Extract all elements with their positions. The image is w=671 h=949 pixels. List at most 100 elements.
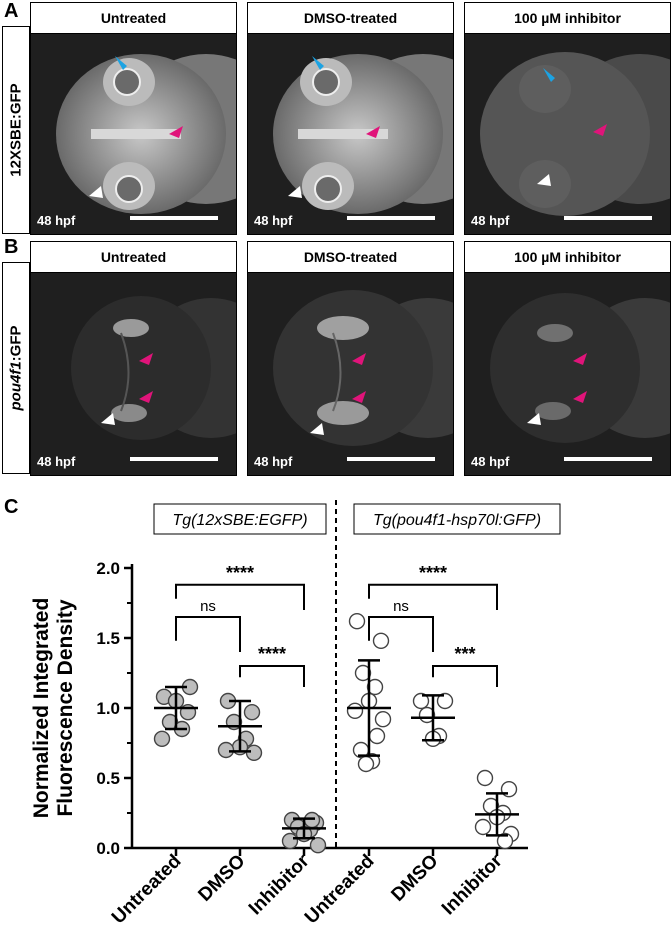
significance-label: **** xyxy=(258,644,286,664)
fluorescence-image: 48 hpf xyxy=(465,273,670,475)
data-point xyxy=(348,612,366,630)
stage-label: 48 hpf xyxy=(37,213,76,228)
white-arrowhead-icon xyxy=(537,174,551,186)
stage-label: 48 hpf xyxy=(471,454,510,469)
significance-bracket xyxy=(432,665,498,687)
data-point xyxy=(243,703,261,721)
data-point xyxy=(372,632,390,650)
white-arrowhead-icon xyxy=(527,413,541,425)
data-point xyxy=(303,811,321,829)
magenta-arrowhead-icon xyxy=(139,353,153,365)
data-point xyxy=(474,818,492,836)
scale-bar xyxy=(564,457,652,461)
stage-label: 48 hpf xyxy=(471,213,510,228)
fluorescence-image: 48 hpf xyxy=(248,34,453,234)
x-tick-label: Untreated xyxy=(301,851,379,929)
group-title: Tg(pou4f1-hsp70l:GFP) xyxy=(373,512,541,529)
scale-bar xyxy=(564,216,652,220)
white-arrowhead-icon xyxy=(310,423,324,435)
blue-arrowhead-icon xyxy=(543,68,555,82)
significance-label: **** xyxy=(419,563,447,583)
row-b-label-rest: :GFP xyxy=(7,325,25,362)
fluorescence-image: 48 hpf xyxy=(31,34,236,234)
data-point xyxy=(354,664,372,682)
white-arrowhead-icon xyxy=(101,413,115,425)
data-point xyxy=(281,832,299,850)
y-axis-label-line2: Fluorescence Density xyxy=(54,599,77,816)
panel-letter-a: A xyxy=(4,0,19,22)
panel-title: DMSO-treated xyxy=(248,3,453,34)
fluorescence-image: 48 hpf xyxy=(31,273,236,475)
scale-bar xyxy=(347,216,435,220)
blue-arrowhead-icon xyxy=(115,56,127,70)
y-tick-label: 1.5 xyxy=(96,629,120,648)
y-tick-label: 1.0 xyxy=(96,699,120,718)
white-arrowhead-icon xyxy=(89,186,103,198)
panel-a-untreated: Untreated 48 hpf xyxy=(30,2,237,235)
data-point xyxy=(374,710,392,728)
panel-b-inhibitor: 100 µM inhibitor 48 hpf xyxy=(464,241,671,476)
panel-b-untreated: Untreated 48 hpf xyxy=(30,241,237,476)
x-tick-label: Inhibitor xyxy=(438,850,507,919)
magenta-arrowhead-icon xyxy=(352,353,366,365)
panel-a-dmso: DMSO-treated 48 hpf xyxy=(247,2,454,235)
panel-b-dmso: DMSO-treated 48 hpf xyxy=(247,241,454,476)
stage-label: 48 hpf xyxy=(254,213,293,228)
data-point xyxy=(476,769,494,787)
stage-label: 48 hpf xyxy=(254,454,293,469)
data-point xyxy=(366,678,384,696)
stage-label: 48 hpf xyxy=(37,454,76,469)
data-point xyxy=(496,832,514,850)
significance-bracket xyxy=(239,665,305,687)
magenta-arrowhead-icon xyxy=(573,353,587,365)
significance-bracket xyxy=(175,583,305,610)
data-point xyxy=(357,755,375,773)
magenta-arrowhead-icon xyxy=(169,126,183,138)
panel-letter-c: C xyxy=(4,496,19,518)
row-a-label: 12XSBE:GFP xyxy=(7,83,25,177)
group-title: Tg(12xSBE:EGFP) xyxy=(172,512,307,529)
significance-label: ns xyxy=(393,598,409,615)
data-point xyxy=(217,741,235,759)
significance-bracket xyxy=(368,616,434,652)
magenta-arrowhead-icon xyxy=(139,391,153,403)
panel-title: 100 µM inhibitor xyxy=(465,242,670,273)
magenta-arrowhead-icon xyxy=(573,391,587,403)
panel-title: DMSO-treated xyxy=(248,242,453,273)
data-point xyxy=(309,837,327,854)
group-title-box xyxy=(153,503,327,535)
scatter-chart: Normalized Integrated Fluorescence Densit… xyxy=(30,500,561,929)
data-point xyxy=(153,730,171,748)
magenta-arrowhead-icon xyxy=(593,124,607,136)
data-point xyxy=(346,702,364,720)
panel-a-inhibitor: 100 µM inhibitor 48 hpf xyxy=(464,2,671,235)
panel-title: Untreated xyxy=(31,3,236,34)
scale-bar xyxy=(347,457,435,461)
magenta-arrowhead-icon xyxy=(366,126,380,138)
blue-arrowhead-icon xyxy=(312,56,324,70)
panel-letter-b: B xyxy=(4,236,19,258)
significance-bracket xyxy=(368,583,498,610)
row-b-label: pou4f1:GFP xyxy=(8,325,25,410)
panel-title: Untreated xyxy=(31,242,236,273)
y-tick-label: 0.5 xyxy=(96,769,120,788)
data-point xyxy=(436,692,454,710)
row-b-label-italic: pou4f1 xyxy=(7,361,25,411)
magenta-arrowhead-icon xyxy=(352,391,366,403)
panel-title: 100 µM inhibitor xyxy=(465,3,670,34)
y-tick-label: 0.0 xyxy=(96,839,120,858)
data-point xyxy=(412,692,430,710)
fluorescence-image: 48 hpf xyxy=(465,34,670,234)
significance-label: **** xyxy=(226,563,254,583)
x-tick-label: Inhibitor xyxy=(245,850,314,919)
data-point xyxy=(245,744,263,761)
data-point xyxy=(368,727,386,745)
y-axis-label-line1: Normalized Integrated xyxy=(30,598,53,819)
white-arrowhead-icon xyxy=(288,186,302,198)
x-tick-label: Untreated xyxy=(108,851,186,929)
row-a-label-box: 12XSBE:GFP xyxy=(2,26,30,234)
row-b-label-box: pou4f1:GFP xyxy=(2,262,30,474)
y-tick-label: 2.0 xyxy=(96,559,120,578)
significance-label: *** xyxy=(454,644,475,664)
x-tick-label: DMSO xyxy=(194,851,249,906)
